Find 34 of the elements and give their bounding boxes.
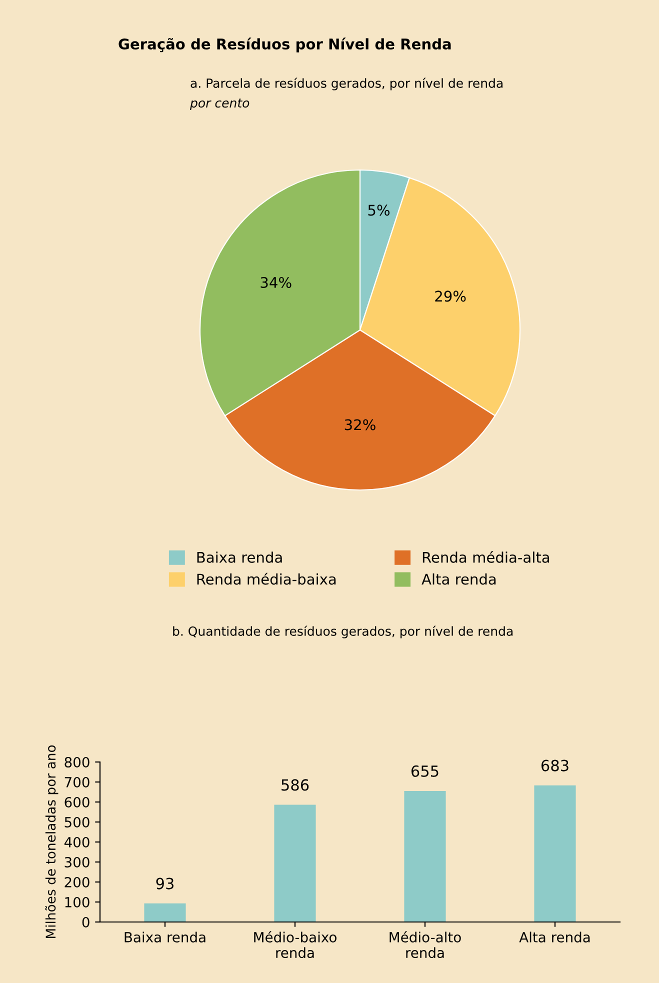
data-label: 683 — [541, 760, 568, 772]
data-label: 32% — [344, 419, 376, 430]
y-tick-label: 200 — [64, 876, 90, 888]
y-tick-label: 700 — [64, 776, 90, 788]
y-tick-label: 500 — [64, 816, 90, 828]
bar — [274, 804, 316, 922]
y-tick-label: 400 — [64, 836, 90, 848]
data-label: 5% — [368, 204, 390, 216]
legend-label: Renda média-alta — [422, 550, 550, 563]
y-tick-label: 100 — [65, 896, 90, 908]
chart-subtitle: a. Parcela de resíduos gerados, por nível de renda — [190, 78, 503, 90]
y-axis-title: Milhões de toneladas por ano — [45, 745, 58, 938]
legend-label: Baixa renda — [197, 552, 282, 563]
y-tick-label: 600 — [64, 796, 90, 808]
chart-subtitle: b. Quantidade de resíduos gerados, por nível de renda — [173, 626, 513, 638]
bar — [144, 903, 186, 922]
y-tick-label: 300 — [64, 856, 90, 868]
data-label: 655 — [411, 765, 438, 777]
bar — [404, 791, 446, 922]
data-label: 93 — [156, 878, 174, 890]
data-label: 29% — [435, 290, 466, 302]
data-label: 586 — [282, 779, 309, 791]
chart-title: Geração de Resíduos por Nível de Renda — [118, 38, 451, 52]
bar — [534, 785, 576, 922]
legend-label: Alta renda — [422, 573, 496, 585]
data-label: 34% — [260, 276, 292, 288]
y-tick-label: 0 — [82, 916, 90, 928]
x-tick-label: Alta renda — [519, 932, 590, 942]
x-tick-label: Baixa renda — [124, 932, 206, 942]
legend-label: Renda média-baixa — [197, 572, 336, 585]
x-tick-label: Médio-baixo renda — [254, 931, 336, 958]
y-tick-label: 800 — [64, 756, 90, 768]
x-tick-label: Médio-alto renda — [390, 931, 461, 958]
text: por cento — [190, 98, 250, 110]
